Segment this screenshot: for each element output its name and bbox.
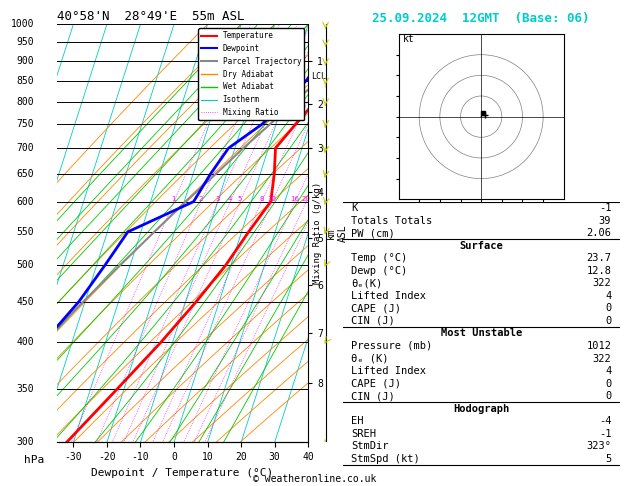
Text: 323°: 323° xyxy=(586,441,611,451)
Text: 350: 350 xyxy=(16,384,34,394)
Text: 12.8: 12.8 xyxy=(586,266,611,276)
Text: 23.7: 23.7 xyxy=(586,253,611,263)
Text: 40°58'N  28°49'E  55m ASL: 40°58'N 28°49'E 55m ASL xyxy=(57,10,244,23)
Text: EH: EH xyxy=(351,416,364,426)
Text: 4: 4 xyxy=(605,366,611,376)
Text: θₑ(K): θₑ(K) xyxy=(351,278,382,288)
Text: 8: 8 xyxy=(259,196,264,202)
Text: 39: 39 xyxy=(599,215,611,226)
Text: 10: 10 xyxy=(268,196,277,202)
Text: 1000: 1000 xyxy=(11,19,34,29)
Text: 500: 500 xyxy=(16,260,34,270)
Legend: Temperature, Dewpoint, Parcel Trajectory, Dry Adiabat, Wet Adiabat, Isotherm, Mi: Temperature, Dewpoint, Parcel Trajectory… xyxy=(198,28,304,120)
Text: 450: 450 xyxy=(16,296,34,307)
Text: Lifted Index: Lifted Index xyxy=(351,366,426,376)
Text: StmSpd (kt): StmSpd (kt) xyxy=(351,454,420,464)
Text: 550: 550 xyxy=(16,227,34,237)
Text: 0: 0 xyxy=(605,303,611,313)
Text: 4: 4 xyxy=(605,291,611,301)
Text: Temp (°C): Temp (°C) xyxy=(351,253,408,263)
Text: CAPE (J): CAPE (J) xyxy=(351,379,401,389)
Text: CIN (J): CIN (J) xyxy=(351,316,395,326)
Text: 600: 600 xyxy=(16,197,34,207)
Y-axis label: km
ASL: km ASL xyxy=(326,225,347,242)
Text: 950: 950 xyxy=(16,37,34,47)
Text: 3: 3 xyxy=(216,196,220,202)
Text: 0: 0 xyxy=(605,391,611,401)
Text: 5: 5 xyxy=(238,196,242,202)
Text: SREH: SREH xyxy=(351,429,376,439)
Text: © weatheronline.co.uk: © weatheronline.co.uk xyxy=(253,473,376,484)
Text: 16: 16 xyxy=(291,196,299,202)
Text: hPa: hPa xyxy=(24,455,44,465)
Text: LCL: LCL xyxy=(311,72,326,81)
Text: -1: -1 xyxy=(599,203,611,213)
Text: 25.09.2024  12GMT  (Base: 06): 25.09.2024 12GMT (Base: 06) xyxy=(372,12,590,25)
Text: Most Unstable: Most Unstable xyxy=(440,329,522,338)
Text: Totals Totals: Totals Totals xyxy=(351,215,432,226)
Text: K: K xyxy=(351,203,357,213)
Text: 400: 400 xyxy=(16,337,34,347)
Text: kt: kt xyxy=(403,35,415,44)
Text: 5: 5 xyxy=(605,454,611,464)
Text: Lifted Index: Lifted Index xyxy=(351,291,426,301)
Text: 2: 2 xyxy=(199,196,203,202)
Text: 1012: 1012 xyxy=(586,341,611,351)
Text: CAPE (J): CAPE (J) xyxy=(351,303,401,313)
Text: 800: 800 xyxy=(16,97,34,107)
Text: Dewp (°C): Dewp (°C) xyxy=(351,266,408,276)
Text: 2.06: 2.06 xyxy=(586,228,611,238)
Text: θₑ (K): θₑ (K) xyxy=(351,353,389,364)
Text: 850: 850 xyxy=(16,76,34,86)
Text: 4: 4 xyxy=(228,196,233,202)
Text: 900: 900 xyxy=(16,56,34,66)
X-axis label: Dewpoint / Temperature (°C): Dewpoint / Temperature (°C) xyxy=(91,468,274,478)
Text: 650: 650 xyxy=(16,169,34,179)
Text: -1: -1 xyxy=(599,429,611,439)
Text: 750: 750 xyxy=(16,119,34,129)
Text: -4: -4 xyxy=(599,416,611,426)
Text: Pressure (mb): Pressure (mb) xyxy=(351,341,432,351)
Text: 1: 1 xyxy=(172,196,176,202)
Text: 700: 700 xyxy=(16,143,34,153)
Text: PW (cm): PW (cm) xyxy=(351,228,395,238)
Text: 20: 20 xyxy=(302,196,311,202)
Text: 0: 0 xyxy=(605,316,611,326)
Text: StmDir: StmDir xyxy=(351,441,389,451)
Text: Surface: Surface xyxy=(459,241,503,251)
Text: 322: 322 xyxy=(593,353,611,364)
Text: 0: 0 xyxy=(605,379,611,389)
Text: 300: 300 xyxy=(16,437,34,447)
Text: CIN (J): CIN (J) xyxy=(351,391,395,401)
Text: Mixing Ratio (g/kg): Mixing Ratio (g/kg) xyxy=(313,182,322,284)
Text: 322: 322 xyxy=(593,278,611,288)
Text: Hodograph: Hodograph xyxy=(453,404,509,414)
